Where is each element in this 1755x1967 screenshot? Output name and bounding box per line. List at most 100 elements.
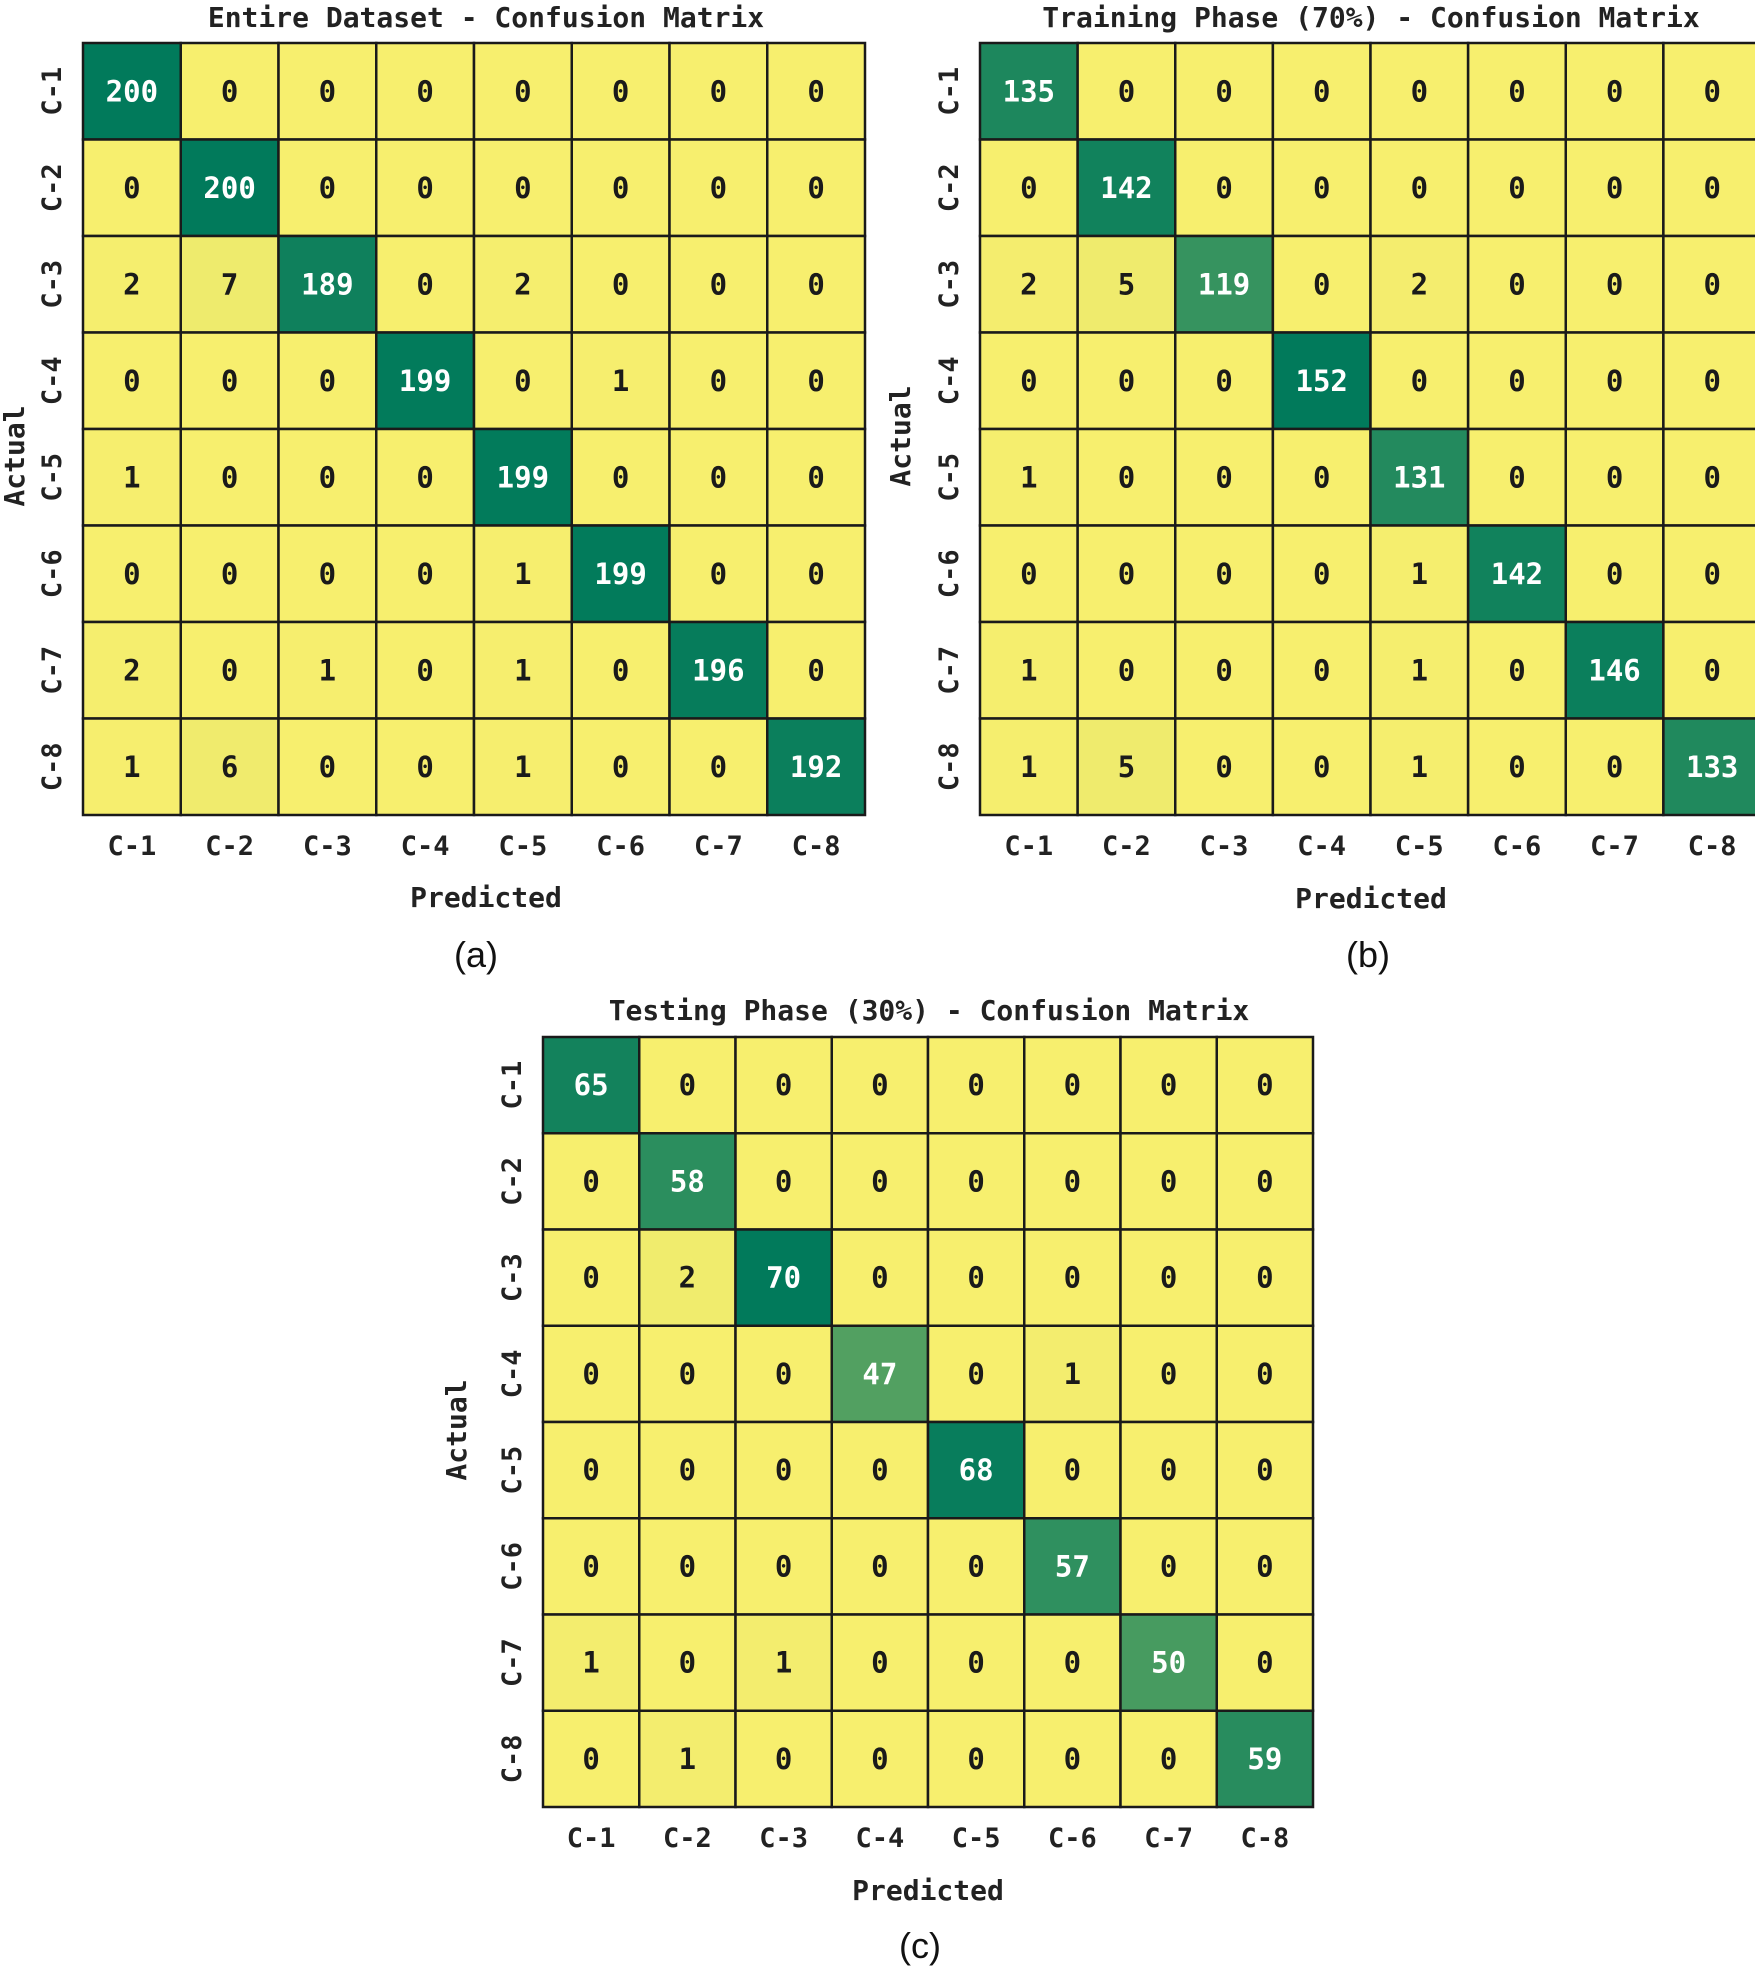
cell-value-label: 0 xyxy=(1703,364,1720,398)
y-tick-label: C-4 xyxy=(497,1349,528,1398)
cell-value-label: 192 xyxy=(790,750,842,784)
x-tick-label: C-1 xyxy=(1004,831,1053,862)
cell-value-label: 0 xyxy=(1606,460,1623,494)
x-tick-label: C-3 xyxy=(759,1823,808,1854)
heatmap-cell xyxy=(1174,331,1275,431)
cell-value-label: 0 xyxy=(1256,1549,1273,1583)
x-tick-label: C-6 xyxy=(1493,831,1542,862)
cell-value-label: 0 xyxy=(514,171,531,205)
heatmap-cell xyxy=(1466,427,1568,527)
cell-value-label: 0 xyxy=(416,557,433,591)
cell-value-label: 0 xyxy=(1020,364,1037,398)
x-tick-label: C-1 xyxy=(567,1823,616,1854)
cell-value-label: 0 xyxy=(807,364,824,398)
cell-value-label: 0 xyxy=(514,74,531,108)
cell-value-label: 0 xyxy=(1256,1068,1273,1102)
heatmap-cell xyxy=(978,717,1079,817)
cell-value-label: 0 xyxy=(612,653,629,687)
cell-value-label: 0 xyxy=(710,750,727,784)
cell-value-label: 0 xyxy=(1606,74,1623,108)
cell-value-label: 0 xyxy=(1313,557,1330,591)
cell-value-label: 0 xyxy=(1411,171,1428,205)
heatmap-cell xyxy=(541,1709,641,1809)
heatmap-cell xyxy=(179,524,280,624)
cell-value-label: 0 xyxy=(582,1357,599,1391)
heatmap-cell xyxy=(179,234,280,334)
heatmap-cell xyxy=(1023,1228,1122,1327)
x-tick-label: C-5 xyxy=(1395,831,1444,862)
cell-value-label: 0 xyxy=(1703,74,1720,108)
cell-value-label: 0 xyxy=(710,74,727,108)
heatmap-cell xyxy=(1076,620,1177,720)
heatmap-cell xyxy=(978,427,1079,527)
heatmap-cell xyxy=(1119,1517,1218,1616)
cell-value-label: 0 xyxy=(1313,171,1330,205)
x-tick-label: C-2 xyxy=(205,831,254,862)
y-tick-label: C-1 xyxy=(37,67,68,116)
x-tick-label: C-6 xyxy=(596,831,645,862)
heatmap-cell xyxy=(1564,331,1665,431)
cell-value-label: 59 xyxy=(1247,1742,1282,1776)
cell-value-label: 0 xyxy=(871,1646,888,1680)
cell-value-label: 0 xyxy=(1256,1357,1273,1391)
cell-value-label: 0 xyxy=(123,364,140,398)
heatmap-cell xyxy=(766,234,867,334)
cell-value-label: 47 xyxy=(862,1357,897,1391)
heatmap-cell xyxy=(1174,427,1275,527)
y-tick-label: C-4 xyxy=(37,356,68,405)
heatmap-cell xyxy=(978,138,1079,238)
cell-value-label: 0 xyxy=(416,750,433,784)
heatmap-cells: 65 0 0 0 0 0 0 0 0 58 0 0 0 0 0 0 0 2 70 0 0 0 0 0 0 0 0 47 0 1 0 0 0 0 0 0… xyxy=(541,1035,1315,1809)
cell-value-label: 2 xyxy=(1020,267,1037,301)
cell-value-label: 0 xyxy=(1508,750,1525,784)
heatmap-cell xyxy=(1119,1035,1218,1135)
cell-value-label: 0 xyxy=(1606,171,1623,205)
cell-value-label: 1 xyxy=(1064,1357,1081,1391)
heatmap-cell xyxy=(570,234,671,334)
heatmap-cell xyxy=(1369,138,1470,238)
cell-value-label: 2 xyxy=(123,653,140,687)
cell-value-label: 0 xyxy=(1703,653,1720,687)
cell-value-label: 0 xyxy=(319,750,336,784)
cell-value-label: 199 xyxy=(399,364,451,398)
cell-value-label: 0 xyxy=(1606,750,1623,784)
cell-value-label: 0 xyxy=(775,1549,792,1583)
cell-value-label: 0 xyxy=(1256,1164,1273,1198)
cell-value-label: 58 xyxy=(670,1164,705,1198)
cell-value-label: 0 xyxy=(1118,74,1135,108)
heatmap-cell xyxy=(1271,524,1372,624)
heatmap-cells: 135 0 0 0 0 0 0 0 0 142 0 0 0 0 0 0 2 5 119 0 2 0 0 0 0 0 0 152 0 0 0 0… xyxy=(978,41,1755,817)
cell-value-label: 0 xyxy=(710,171,727,205)
cell-value-label: 0 xyxy=(1508,74,1525,108)
heatmap-cell xyxy=(926,1517,1026,1616)
cell-value-label: 142 xyxy=(1491,557,1543,591)
heatmap-cell xyxy=(570,41,671,141)
y-tick-label: C-5 xyxy=(934,453,965,502)
heatmap-cell xyxy=(1023,1035,1122,1135)
panel-caption: (b) xyxy=(1346,934,1390,975)
cell-value-label: 68 xyxy=(959,1453,994,1487)
cell-value-label: 0 xyxy=(319,171,336,205)
y-tick-label: C-2 xyxy=(37,163,68,212)
cell-value-label: 0 xyxy=(1160,1068,1177,1102)
cell-value-label: 0 xyxy=(710,364,727,398)
cell-value-label: 1 xyxy=(1411,653,1428,687)
heatmap-cell xyxy=(541,1035,641,1135)
cell-value-label: 0 xyxy=(514,364,531,398)
heatmap-cell xyxy=(1662,234,1755,334)
cell-value-label: 133 xyxy=(1686,750,1738,784)
cell-value-label: 0 xyxy=(319,460,336,494)
cell-value-label: 0 xyxy=(1411,74,1428,108)
heatmap-cell xyxy=(472,427,573,527)
x-tick-label: C-3 xyxy=(1200,831,1249,862)
cell-value-label: 0 xyxy=(967,1164,984,1198)
panel-training-phase: Training Phase (70%) - Confusion Matrix … xyxy=(884,1,1755,975)
cell-value-label: 1 xyxy=(123,460,140,494)
heatmap-cell xyxy=(541,1132,641,1231)
cell-value-label: 0 xyxy=(967,1357,984,1391)
cell-value-label: 65 xyxy=(574,1068,609,1102)
x-tick-label: C-6 xyxy=(1048,1823,1097,1854)
cell-value-label: 1 xyxy=(123,750,140,784)
heatmap-cell xyxy=(472,620,573,720)
heatmap-cell xyxy=(766,427,867,527)
